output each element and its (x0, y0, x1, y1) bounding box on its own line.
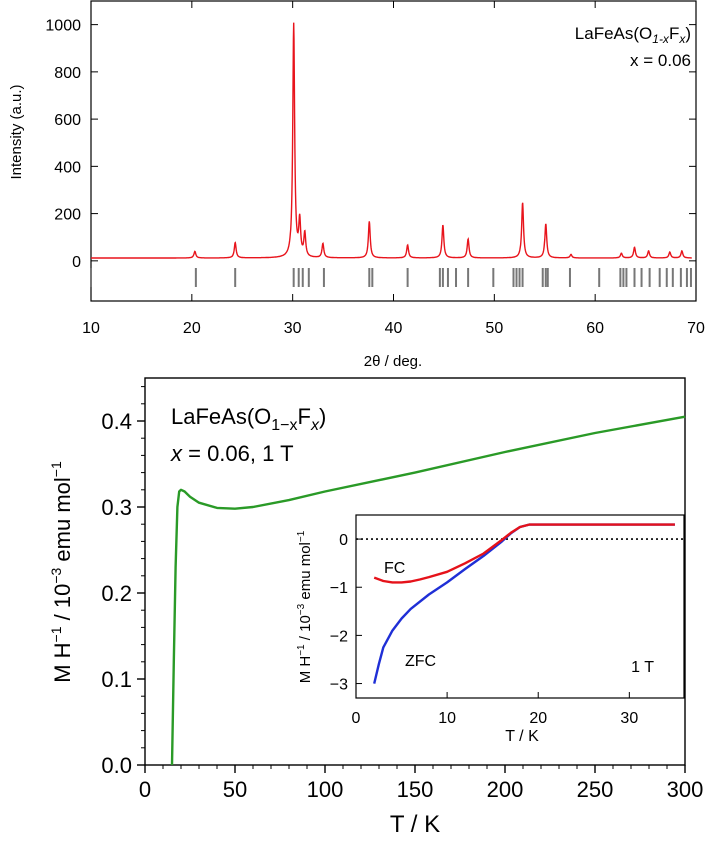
xrd-y-tick-label: 600 (54, 112, 81, 129)
inset-label-field: 1 T (631, 659, 654, 676)
inset-y-tick-label: −1 (330, 580, 348, 597)
inset-x-axis-label: T / K (505, 728, 539, 745)
inset-background (356, 515, 684, 698)
mag-x-tick-label: 50 (223, 777, 247, 802)
mag-annotation-compound: LaFeAs(O1−xFx) (171, 404, 326, 434)
mag-x-tick-label: 150 (397, 777, 434, 802)
inset-x-tick-label: 30 (620, 710, 638, 727)
inset-label-fc: FC (384, 560, 405, 577)
xrd-axes: 10 20 30 40 50 60 70 0 200 400 600 800 1000 (45, 1, 705, 337)
xrd-x-axis-label: 2θ / deg. (364, 353, 422, 370)
inset-y-tick-label: 0 (339, 532, 348, 549)
inset-y-tick-label: −3 (330, 677, 348, 694)
inset-plot-frame (355, 514, 685, 699)
mag-y-axis-label: M H−1 / 10−3 emu mol−1 (48, 461, 75, 683)
inset-label-zfc: ZFC (405, 653, 436, 670)
inset-marks (356, 523, 684, 684)
mag-series-line (170, 415, 686, 766)
xrd-plot-frame (90, 0, 697, 302)
xrd-x-tick-label: 40 (385, 320, 403, 337)
inset-series-fc (373, 523, 675, 584)
xrd-pattern-line (91, 22, 692, 259)
xrd-y-axis-label: Intensity (a.u.) (8, 84, 25, 179)
xrd-x-tick-label: 70 (687, 320, 705, 337)
mag-x-axis-label: T / K (390, 811, 440, 838)
xrd-y-tick-label: 200 (54, 207, 81, 224)
xrd-y-tick-label: 1000 (45, 18, 81, 35)
xrd-x-tick-label: 50 (485, 320, 503, 337)
inset-y-axis-label: M H−1 / 10−3 emu mol−1 (296, 530, 314, 683)
xrd-marks (90, 22, 692, 287)
mag-x-tick-label: 200 (487, 777, 524, 802)
xrd-x-tick-label: 10 (82, 320, 100, 337)
xrd-annotation-composition: x = 0.06 (630, 51, 691, 70)
mag-y-tick-label: 0.2 (101, 581, 132, 606)
mag-marks (170, 415, 686, 766)
xrd-y-tick-label: 0 (72, 254, 81, 271)
inset-x-tick-label: 20 (529, 710, 547, 727)
inset-axes: 0 10 20 30 0 −1 −2 −3 (330, 532, 639, 727)
mag-y-tick-label: 0.3 (101, 495, 132, 520)
mag-x-tick-label: 100 (307, 777, 344, 802)
inset-x-tick-label: 0 (352, 710, 361, 727)
inset-x-tick-label: 10 (438, 710, 456, 727)
xrd-annotation-compound: LaFeAs(O1-xFx) (575, 24, 691, 46)
xrd-x-tick-label: 30 (284, 320, 302, 337)
xrd-y-tick-label: 400 (54, 159, 81, 176)
xrd-y-tick-label: 800 (54, 65, 81, 82)
mag-x-tick-label: 250 (577, 777, 614, 802)
inset-y-tick-label: −2 (330, 628, 348, 645)
xrd-x-tick-label: 60 (586, 320, 604, 337)
mag-y-tick-label: 0.4 (101, 409, 132, 434)
mag-y-tick-label: 0.0 (101, 753, 132, 778)
xrd-panel: 10 20 30 40 50 60 70 0 200 400 600 800 1000 LaFeAs(O… (8, 0, 705, 370)
inset-panel: 0 10 20 30 0 −1 −2 −3 FC ZFC 1 T T / K M H−1 / … (296, 514, 685, 745)
mag-annotation-composition: x = 0.06, 1 T (170, 441, 294, 466)
mag-x-tick-label: 0 (139, 777, 151, 802)
xrd-x-tick-label: 20 (183, 320, 201, 337)
mag-x-tick-label: 300 (667, 777, 704, 802)
mag-y-tick-label: 0.1 (101, 667, 132, 692)
